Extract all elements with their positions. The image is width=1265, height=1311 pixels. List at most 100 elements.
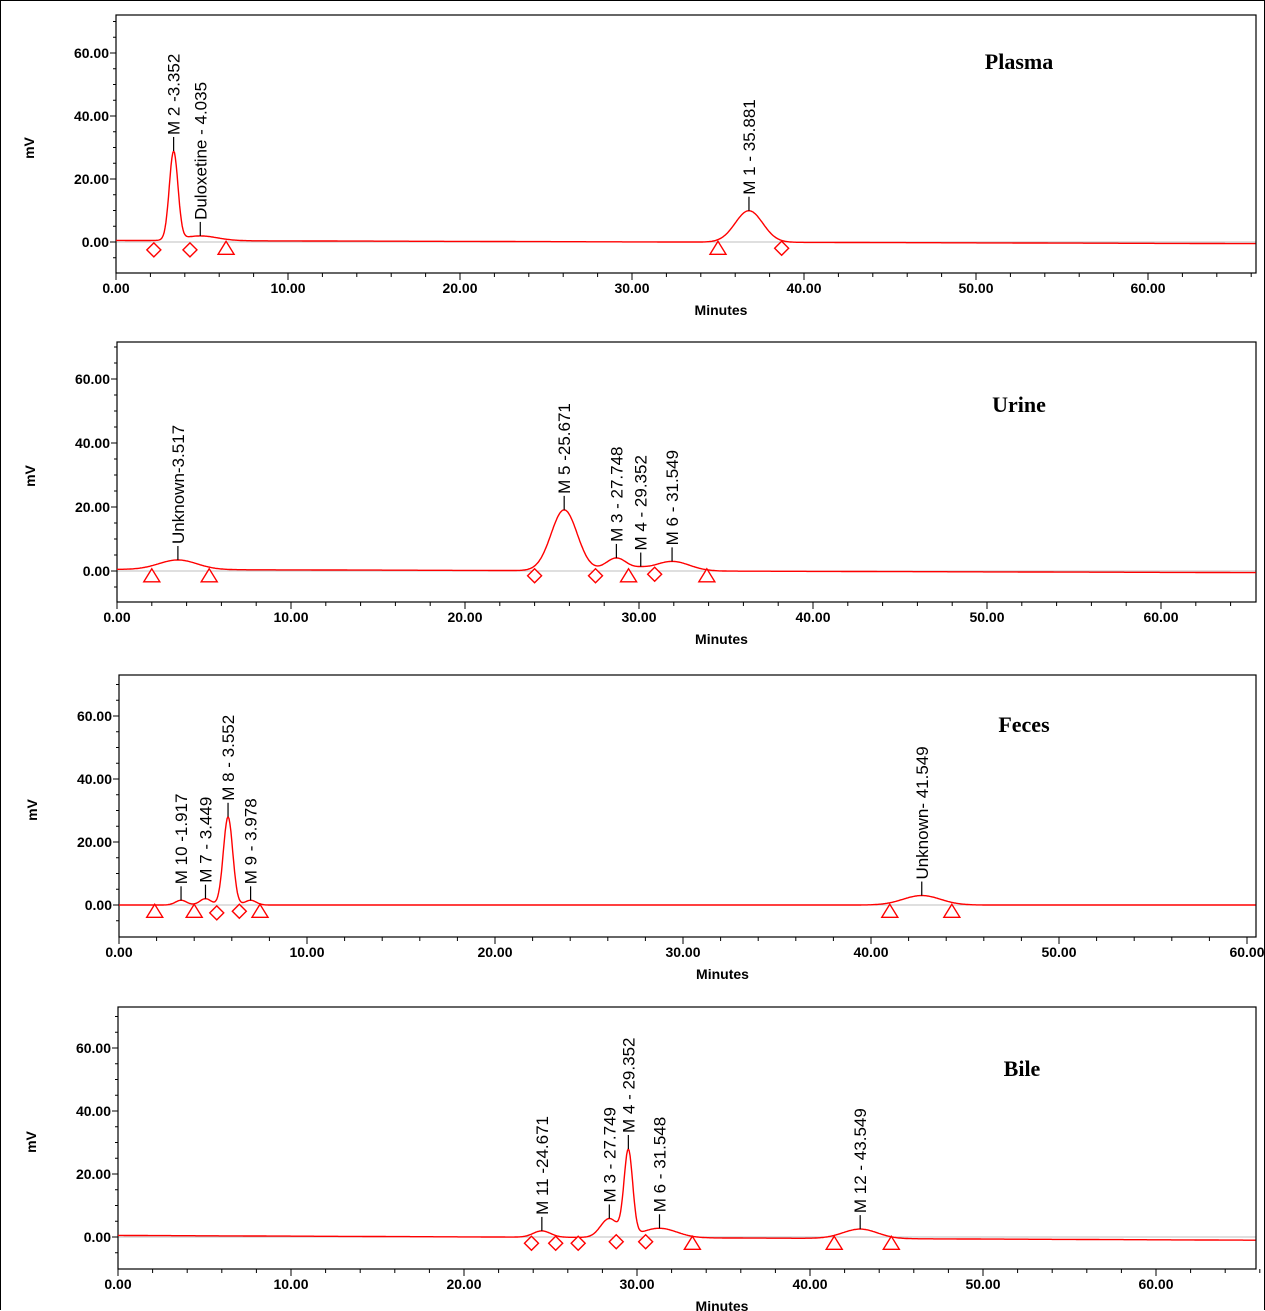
peak-label: M 10 -1.917 (172, 794, 191, 885)
x-tick-label: 40.00 (795, 609, 830, 625)
peak-label: M 8 - 3.552 (219, 715, 238, 801)
x-axis-label: Minutes (695, 302, 748, 318)
peak-end-triangle-marker (824, 1234, 844, 1251)
peak-start-diamond-marker (570, 1235, 587, 1252)
panel-urine: 0.00 20.00 40.00 60.00 mV 0.00 10.00 20.00 30.00… (22, 341, 1265, 647)
x-tick-label: 60.00 (1229, 944, 1264, 960)
x-tick-label: 20.00 (442, 280, 477, 296)
x-tick-label: 0.00 (103, 609, 130, 625)
peak-label: M 4 - 29.352 (632, 455, 651, 550)
peak-end-triangle-marker (216, 239, 236, 256)
x-tick-label: 30.00 (614, 280, 649, 296)
x-tick-label: 0.00 (105, 944, 132, 960)
x-tick-label: 60.00 (1130, 280, 1165, 296)
x-tick-label: 40.00 (792, 1276, 827, 1292)
peak-start-diamond-marker (231, 903, 248, 920)
x-tick-label: 30.00 (619, 1276, 654, 1292)
peak-label: M 4 - 29.352 (619, 1038, 638, 1133)
x-tick-label: 50.00 (965, 1276, 1000, 1292)
x-tick-label: 20.00 (477, 944, 512, 960)
y-tick-label: 20.00 (74, 171, 109, 187)
x-tick-label: 50.00 (958, 280, 993, 296)
chromatogram-trace (117, 509, 1256, 574)
peak-label: M 5 -25.671 (555, 403, 574, 494)
y-tick-label: 20.00 (77, 834, 112, 850)
y-tick-label: 0.00 (83, 563, 110, 579)
x-tick-label: 40.00 (786, 280, 821, 296)
peak-label: M 2 -3.352 (165, 54, 184, 135)
peak-start-diamond-marker (646, 566, 663, 583)
peak-start-diamond-marker (208, 904, 225, 921)
panel-bile: 0.00 20.00 40.00 60.00 mV 0.00 10.00 20.00 30.00… (23, 1006, 1261, 1311)
x-tick-label: 20.00 (447, 609, 482, 625)
y-tick-label: 20.00 (75, 499, 110, 515)
x-axis-label: Minutes (696, 966, 749, 982)
peak-end-triangle-marker (708, 239, 728, 256)
panel-feces: 0.00 20.00 40.00 60.00 mV 0.00 10.00 20.00 30.00… (24, 674, 1265, 982)
peak-end-triangle-marker (880, 902, 900, 918)
y-tick-label: 60.00 (76, 1040, 111, 1056)
peak-start-diamond-marker (181, 241, 198, 258)
peak-end-triangle-marker (697, 567, 717, 583)
peak-end-triangle-marker (250, 902, 270, 918)
peak-label: Unknown- 41.549 (913, 746, 932, 879)
peak-label: M 3 - 27.748 (607, 446, 626, 541)
peak-label: M 3 - 27.749 (600, 1107, 619, 1202)
x-tick-label: 0.00 (104, 1276, 131, 1292)
peak-end-triangle-marker (683, 1234, 702, 1251)
y-tick-label: 40.00 (74, 108, 109, 124)
y-axis-label: mV (23, 1130, 39, 1152)
peak-label: M 6 - 31.549 (663, 450, 682, 545)
y-axis-label: mV (21, 136, 37, 158)
x-tick-label: 60.00 (1138, 1276, 1173, 1292)
y-tick-label: 60.00 (77, 708, 112, 724)
x-tick-label: 10.00 (273, 1276, 308, 1292)
peak-end-triangle-marker (142, 567, 162, 583)
peak-label: M 9 - 3.978 (242, 798, 261, 884)
peak-label: M 7 - 3.449 (196, 797, 215, 883)
x-tick-label: 40.00 (853, 944, 888, 960)
chromatogram-trace (118, 1147, 1256, 1241)
peak-start-diamond-marker (773, 240, 790, 257)
x-tick-label: 50.00 (969, 609, 1004, 625)
y-tick-label: 0.00 (82, 234, 109, 250)
y-tick-label: 60.00 (75, 371, 110, 387)
x-tick-label: 20.00 (446, 1276, 481, 1292)
y-tick-label: 40.00 (75, 435, 110, 451)
panel-title: Bile (1004, 1056, 1041, 1081)
x-axis-label: Minutes (695, 631, 748, 647)
peak-label: M 12 - 43.549 (851, 1108, 870, 1213)
chromatogram-trace (119, 815, 1256, 906)
plot-frame (118, 674, 1257, 938)
peak-start-diamond-marker (547, 1235, 564, 1252)
x-axis-label: Minutes (696, 1298, 749, 1311)
peak-end-triangle-marker (619, 567, 638, 583)
peak-end-triangle-marker (145, 902, 164, 918)
peak-label: Duloxetine - 4.035 (191, 82, 210, 220)
x-tick-label: 60.00 (1143, 609, 1178, 625)
peak-start-diamond-marker (587, 567, 604, 584)
y-tick-label: 40.00 (77, 771, 112, 787)
x-tick-label: 30.00 (621, 609, 656, 625)
peak-label: Unknown-3.517 (169, 425, 188, 544)
y-axis-label: mV (24, 798, 40, 820)
peak-start-diamond-marker (526, 567, 543, 584)
peak-end-triangle-marker (199, 567, 219, 583)
peak-label: M 1 - 35.881 (740, 99, 759, 194)
y-tick-label: 60.00 (74, 45, 109, 61)
x-tick-label: 10.00 (289, 944, 324, 960)
y-tick-label: 40.00 (76, 1103, 111, 1119)
y-axis-label: mV (22, 464, 38, 486)
chromatogram-trace (116, 149, 1256, 245)
peak-label: M 11 -24.671 (533, 1116, 552, 1215)
peak-start-diamond-marker (608, 1233, 625, 1250)
panel-title: Feces (998, 712, 1050, 737)
peak-end-triangle-marker (942, 902, 962, 918)
panel-title: Plasma (985, 49, 1053, 74)
x-tick-label: 30.00 (665, 944, 700, 960)
peak-end-triangle-marker (184, 902, 204, 918)
plot-frame (116, 341, 1257, 603)
peak-start-diamond-marker (145, 241, 162, 258)
peak-start-diamond-marker (523, 1235, 540, 1252)
